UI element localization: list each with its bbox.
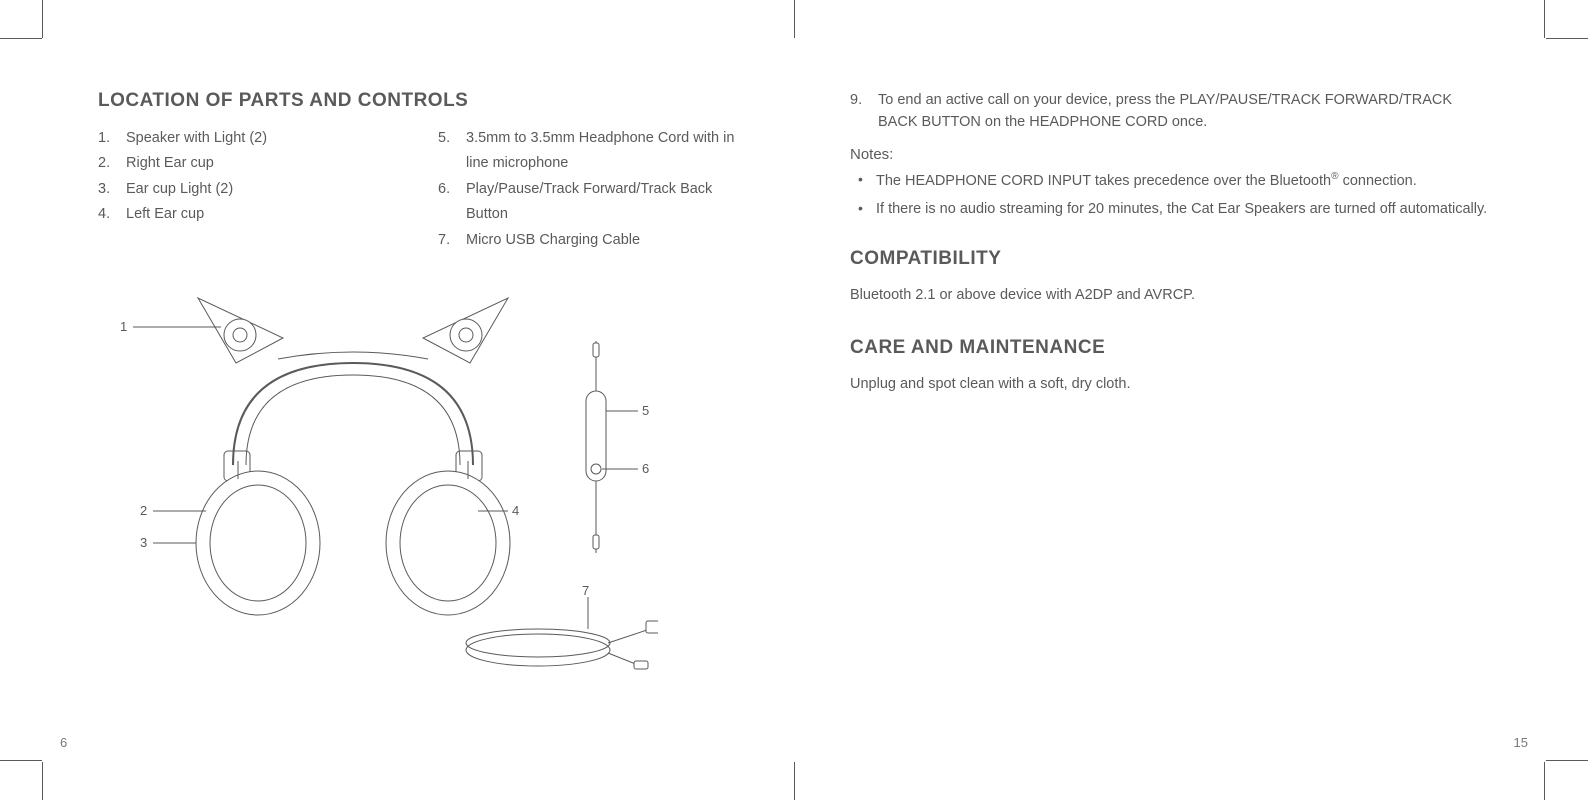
notes-list: The HEADPHONE CORD INPUT takes precedenc…	[850, 169, 1490, 221]
page-number-left: 6	[60, 735, 67, 750]
callout-4: 4	[512, 503, 519, 518]
notes-heading: Notes:	[850, 146, 1490, 163]
note-2: If there is no audio streaming for 20 mi…	[850, 198, 1490, 220]
part-2: Right Ear cup	[98, 151, 398, 176]
callout-1: 1	[120, 319, 127, 334]
page-left: LOCATION OF PARTS AND CONTROLS Speaker w…	[42, 38, 794, 762]
manual-spread: LOCATION OF PARTS AND CONTROLS Speaker w…	[0, 0, 1588, 800]
callout-2: 2	[140, 503, 147, 518]
care-text: Unplug and spot clean with a soft, dry c…	[850, 373, 1490, 395]
heading-care: CARE AND MAINTENANCE	[850, 337, 1490, 359]
part-6: Play/Pause/Track Forward/Track Back Butt…	[438, 177, 738, 228]
parts-diagram: 1 2 3 4 5 6 7	[98, 283, 658, 683]
step-9: To end an active call on your device, pr…	[850, 90, 1490, 134]
note-1: The HEADPHONE CORD INPUT takes precedenc…	[850, 169, 1490, 192]
registered-mark: ®	[1331, 171, 1338, 182]
part-3: Ear cup Light (2)	[98, 177, 398, 202]
heading-parts: LOCATION OF PARTS AND CONTROLS	[98, 90, 738, 112]
part-1: Speaker with Light (2)	[98, 126, 398, 151]
callout-7: 7	[582, 583, 589, 598]
parts-col1: Speaker with Light (2) Right Ear cup Ear…	[98, 126, 398, 228]
callout-3: 3	[140, 535, 147, 550]
part-5: 3.5mm to 3.5mm Headphone Cord with in li…	[438, 126, 738, 177]
compatibility-text: Bluetooth 2.1 or above device with A2DP …	[850, 284, 1490, 306]
parts-list: Speaker with Light (2) Right Ear cup Ear…	[98, 126, 738, 253]
parts-col2: 3.5mm to 3.5mm Headphone Cord with in li…	[438, 126, 738, 253]
part-4: Left Ear cup	[98, 202, 398, 227]
callout-6: 6	[642, 461, 649, 476]
heading-compatibility: COMPATIBILITY	[850, 248, 1490, 270]
note-1b: connection.	[1339, 172, 1417, 188]
part-7: Micro USB Charging Cable	[438, 228, 738, 253]
callout-5: 5	[642, 403, 649, 418]
note-1a: The HEADPHONE CORD INPUT takes precedenc…	[876, 172, 1331, 188]
page-right: To end an active call on your device, pr…	[794, 38, 1546, 762]
step-9-text: To end an active call on your device, pr…	[850, 90, 1490, 134]
page-number-right: 15	[1514, 735, 1528, 750]
